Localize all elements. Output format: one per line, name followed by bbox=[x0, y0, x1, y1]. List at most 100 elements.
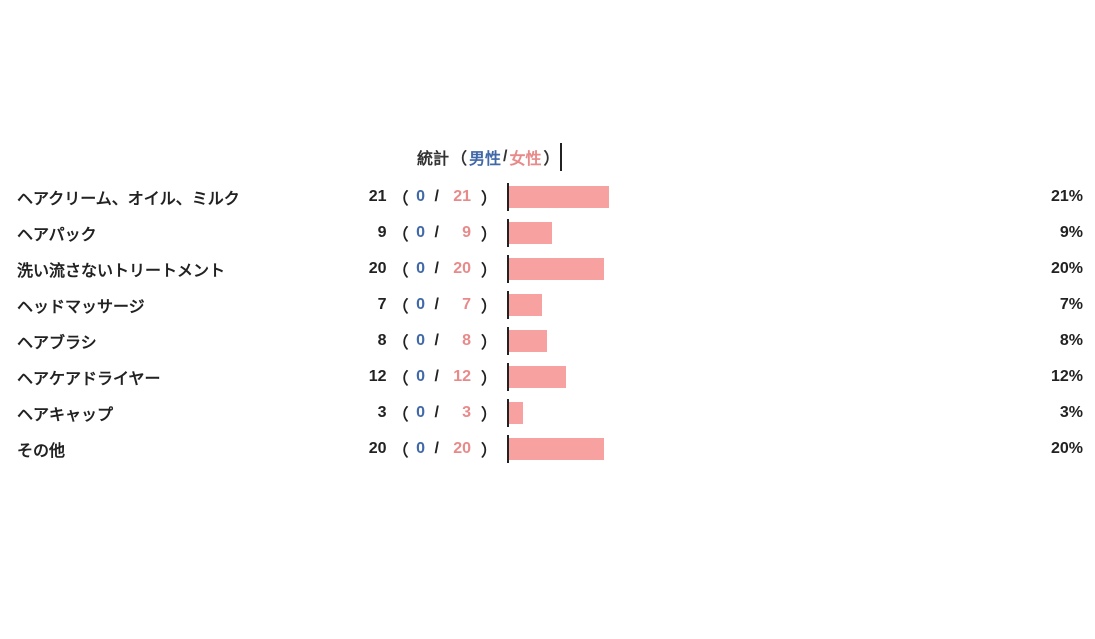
row-label: ヘアブラシ bbox=[12, 329, 332, 353]
chart-row: ヘアクリーム、オイル、ミルク 21 （0 / 21 ） 21% bbox=[12, 179, 1095, 215]
row-bar-area: 7% bbox=[507, 291, 1095, 319]
row-percent-label: 7% bbox=[1060, 296, 1083, 314]
chart-rows-container: ヘアクリーム、オイル、ミルク21（0 / 21）21%ヘアパック9（0 / 9）… bbox=[12, 179, 1095, 467]
row-stats: 12 （0 / 12 ） bbox=[332, 365, 507, 389]
row-slash: / bbox=[435, 188, 439, 206]
row-female-count: 8 bbox=[443, 332, 471, 350]
chart-row: 洗い流さないトリートメント20（0 / 20）20% bbox=[12, 251, 1095, 287]
chart-row: ヘアケアドライヤー 12 （0 / 12 ） 12% bbox=[12, 359, 1095, 395]
row-close-paren: ） bbox=[481, 185, 497, 209]
row-percent-label: 3% bbox=[1060, 404, 1083, 422]
row-male-count: 0 bbox=[411, 332, 431, 350]
row-close-paren: ） bbox=[481, 401, 497, 425]
row-slash: / bbox=[435, 224, 439, 242]
row-stats: 20（0 / 20） bbox=[332, 257, 507, 281]
row-open-paren: （ bbox=[393, 257, 409, 281]
row-female-count: 3 bbox=[443, 404, 471, 422]
row-label: ヘアクリーム、オイル、ミルク bbox=[12, 185, 332, 209]
row-label: ヘアキャップ bbox=[12, 401, 332, 425]
row-close-paren: ） bbox=[481, 293, 497, 317]
survey-bar-chart: 統計 （ 男性 / 女性 ） ヘアクリーム、オイル、ミルク21（0 / 21）2… bbox=[0, 145, 1095, 467]
row-total: 20 bbox=[359, 440, 387, 458]
row-close-paren: ） bbox=[481, 221, 497, 245]
row-stats: 9（0 / 9） bbox=[332, 221, 507, 245]
header-close-paren: ） bbox=[544, 145, 560, 169]
row-label: ヘアケアドライヤー bbox=[12, 365, 332, 389]
row-total: 12 bbox=[359, 368, 387, 386]
header-axis-line bbox=[560, 143, 1095, 171]
row-stats: 20（0 / 20） bbox=[332, 437, 507, 461]
row-bar-area: 12% bbox=[507, 363, 1095, 391]
row-open-paren: （ bbox=[393, 221, 409, 245]
chart-row: その他20（0 / 20）20% bbox=[12, 431, 1095, 467]
row-bar bbox=[509, 438, 604, 460]
row-bar bbox=[509, 294, 542, 316]
row-male-count: 0 bbox=[411, 296, 431, 314]
row-open-paren: （ bbox=[393, 437, 409, 461]
row-female-count: 20 bbox=[443, 440, 471, 458]
row-male-count: 0 bbox=[411, 440, 431, 458]
chart-row: ヘアブラシ8（0 / 8）8% bbox=[12, 323, 1095, 359]
row-label: 洗い流さないトリートメント bbox=[12, 257, 332, 281]
row-total: 21 bbox=[359, 188, 387, 206]
row-label: ヘアパック bbox=[12, 221, 332, 245]
chart-header-row: 統計 （ 男性 / 女性 ） bbox=[12, 145, 1095, 169]
row-female-count: 7 bbox=[443, 296, 471, 314]
row-label: その他 bbox=[12, 437, 332, 461]
row-female-count: 21 bbox=[443, 188, 471, 206]
row-male-count: 0 bbox=[411, 404, 431, 422]
row-open-paren: （ bbox=[393, 365, 409, 389]
row-male-count: 0 bbox=[411, 368, 431, 386]
row-percent-label: 12% bbox=[1051, 368, 1083, 386]
row-female-count: 12 bbox=[443, 368, 471, 386]
row-total: 7 bbox=[359, 296, 387, 314]
row-label: ヘッドマッサージ bbox=[12, 293, 332, 317]
row-stats: 21 （0 / 21 ） bbox=[332, 185, 507, 209]
row-bar-area: 9% bbox=[507, 219, 1095, 247]
row-bar bbox=[509, 366, 566, 388]
row-slash: / bbox=[435, 368, 439, 386]
row-bar-area: 20% bbox=[507, 435, 1095, 463]
row-close-paren: ） bbox=[481, 329, 497, 353]
row-open-paren: （ bbox=[393, 329, 409, 353]
row-close-paren: ） bbox=[481, 365, 497, 389]
row-close-paren: ） bbox=[481, 257, 497, 281]
row-slash: / bbox=[435, 332, 439, 350]
header-slash: / bbox=[503, 148, 507, 166]
row-percent-label: 20% bbox=[1051, 260, 1083, 278]
row-bar-area: 20% bbox=[507, 255, 1095, 283]
row-bar bbox=[509, 186, 609, 208]
row-slash: / bbox=[435, 260, 439, 278]
row-percent-label: 9% bbox=[1060, 224, 1083, 242]
row-close-paren: ） bbox=[481, 437, 497, 461]
row-open-paren: （ bbox=[393, 401, 409, 425]
row-female-count: 20 bbox=[443, 260, 471, 278]
row-percent-label: 21% bbox=[1051, 188, 1083, 206]
row-bar-area: 3% bbox=[507, 399, 1095, 427]
header-female-label: 女性 bbox=[510, 145, 542, 169]
row-total: 8 bbox=[359, 332, 387, 350]
row-slash: / bbox=[435, 404, 439, 422]
row-total: 20 bbox=[359, 260, 387, 278]
row-male-count: 0 bbox=[411, 188, 431, 206]
chart-row: ヘアキャップ3（0 / 3）3% bbox=[12, 395, 1095, 431]
row-bar-area: 21% bbox=[507, 183, 1095, 211]
chart-row: ヘッドマッサージ7（0 / 7）7% bbox=[12, 287, 1095, 323]
header-legend: 統計 （ 男性 / 女性 ） bbox=[417, 145, 560, 169]
row-stats: 3（0 / 3） bbox=[332, 401, 507, 425]
row-bar bbox=[509, 330, 547, 352]
chart-row: ヘアパック9（0 / 9）9% bbox=[12, 215, 1095, 251]
row-bar bbox=[509, 258, 604, 280]
row-total: 9 bbox=[359, 224, 387, 242]
row-bar bbox=[509, 222, 552, 244]
row-open-paren: （ bbox=[393, 293, 409, 317]
row-percent-label: 20% bbox=[1051, 440, 1083, 458]
row-bar bbox=[509, 402, 523, 424]
header-open-paren: （ bbox=[451, 145, 467, 169]
row-stats: 7（0 / 7） bbox=[332, 293, 507, 317]
header-male-label: 男性 bbox=[469, 145, 501, 169]
header-stats-label: 統計 bbox=[417, 145, 449, 169]
row-female-count: 9 bbox=[443, 224, 471, 242]
row-open-paren: （ bbox=[393, 185, 409, 209]
row-stats: 8 （0 / 8 ） bbox=[332, 329, 507, 353]
